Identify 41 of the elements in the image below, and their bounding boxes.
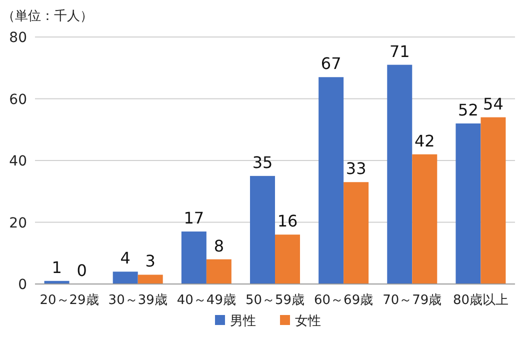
x-tick-label: 50～59歳 <box>245 293 305 308</box>
x-tick-label: 60～69歳 <box>314 293 374 308</box>
y-tick-label: 0 <box>18 277 27 293</box>
x-tick-label: 20～29歳 <box>40 293 99 308</box>
data-label: 8 <box>214 236 224 256</box>
bar <box>112 272 138 284</box>
y-tick-label: 60 <box>9 92 27 108</box>
data-label: 54 <box>483 94 504 114</box>
legend-label: 女性 <box>295 314 321 329</box>
data-label: 0 <box>76 261 87 280</box>
bar <box>344 182 369 284</box>
y-tick-label: 40 <box>9 154 27 170</box>
bar <box>275 234 300 284</box>
y-axis-title: （単位：千人） <box>2 9 93 24</box>
data-label: 16 <box>277 212 298 231</box>
bar <box>412 154 438 284</box>
bar <box>138 274 163 284</box>
bar <box>181 232 206 284</box>
x-tick-label: 70～79歳 <box>382 293 442 308</box>
y-tick-label: 20 <box>9 215 27 232</box>
bar <box>318 77 344 284</box>
data-label: 17 <box>184 208 204 228</box>
data-label: 42 <box>414 131 435 150</box>
bar <box>480 117 506 284</box>
data-label: 71 <box>389 42 410 61</box>
bar <box>387 64 412 284</box>
legend-label: 男性 <box>230 314 256 329</box>
y-tick-label: 80 <box>9 30 27 46</box>
data-label: 67 <box>320 54 342 74</box>
bar <box>456 123 481 284</box>
data-label: 35 <box>252 152 273 172</box>
bar <box>206 259 232 284</box>
x-tick-label: 40～49歳 <box>176 293 236 308</box>
data-label: 4 <box>120 248 130 268</box>
data-label: 1 <box>52 258 62 277</box>
x-tick-label: 80歳以上 <box>452 293 508 308</box>
bar <box>250 176 275 284</box>
data-label: 52 <box>458 100 478 120</box>
x-tick-label: 30～39歳 <box>108 293 168 308</box>
data-label: 33 <box>346 159 366 178</box>
data-label: 3 <box>145 252 156 271</box>
